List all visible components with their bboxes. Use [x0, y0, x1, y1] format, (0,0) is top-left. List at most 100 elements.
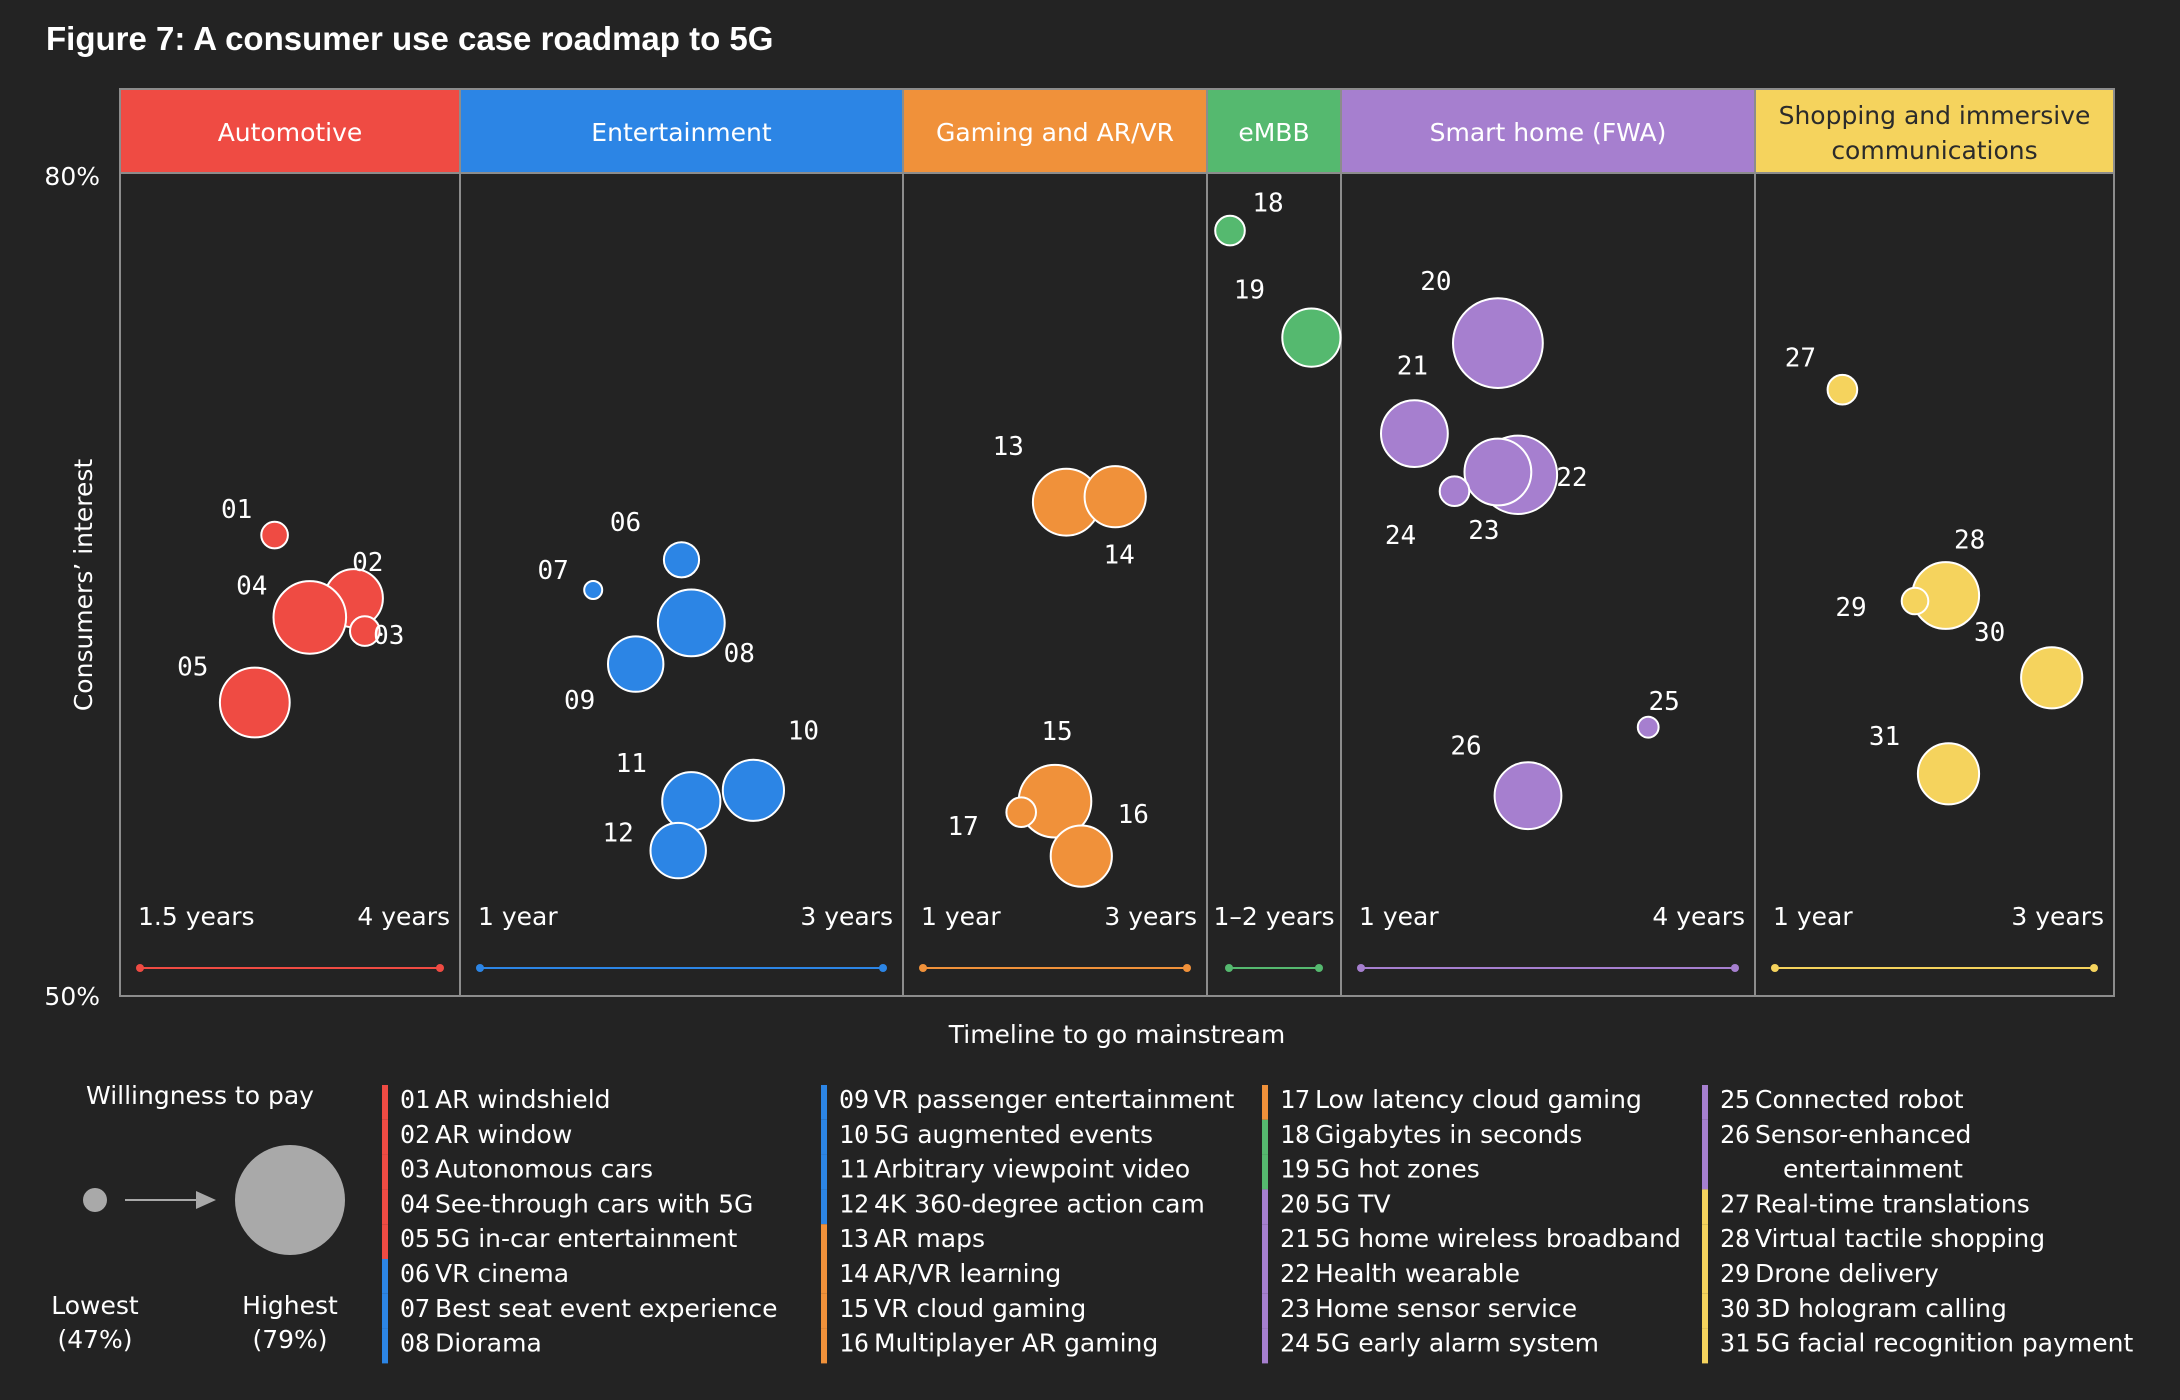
bubble-label-19: 19: [1234, 276, 1265, 306]
legend-item-20: 20 5G TV: [1280, 1189, 1391, 1218]
bubble-26: [1493, 761, 1563, 831]
legend-item-number: 16: [839, 1329, 869, 1358]
legend-item-number: 01: [400, 1085, 430, 1114]
legend-color-bar: [821, 1259, 827, 1294]
bubble-label-25: 25: [1649, 687, 1680, 717]
bubble-06: [662, 541, 701, 579]
bubble-label-30: 30: [1974, 618, 2005, 648]
category-header-label: Automotive: [218, 118, 363, 147]
legend-item-06: 06 VR cinema: [400, 1259, 569, 1288]
legend-item-label: Virtual tactile shopping: [1755, 1224, 2045, 1253]
legend-item-16: 16 Multiplayer AR gaming: [839, 1329, 1158, 1358]
legend-item-04: 04 See-through cars with 5G: [400, 1189, 753, 1218]
legend-item-label: Home sensor service: [1315, 1294, 1577, 1323]
legend-item-label: 3D hologram calling: [1755, 1294, 2007, 1323]
legend-item-label: Multiplayer AR gaming: [874, 1329, 1158, 1358]
y-axis-label: Consumers’ interest: [69, 459, 98, 712]
legend-item-label: Connected robot: [1755, 1085, 1964, 1114]
timeline-start-label: 1 year: [1359, 902, 1439, 931]
timeline-label: 1–2 years: [1213, 902, 1334, 931]
legend-item-label: 5G home wireless broadband: [1315, 1224, 1681, 1253]
category-panels: Automotive 1.5 years 4 years Entertainment 1…: [119, 88, 2115, 997]
legend-item-label: AR maps: [874, 1224, 985, 1253]
bubble-04: [272, 580, 348, 655]
legend-item-26: 26 Sensor-enhanced entertainment: [1720, 1120, 1971, 1184]
legend-item-number: 05: [400, 1224, 430, 1253]
legend-item-05: 05 5G in-car entertainment: [400, 1224, 738, 1253]
bubble-label-28: 28: [1954, 526, 1985, 556]
legend-color-bar: [821, 1224, 827, 1259]
legend-item-03: 03 Autonomous cars: [400, 1155, 653, 1184]
legend-item-19: 19 5G hot zones: [1280, 1155, 1480, 1184]
size-legend-title: Willingness to pay: [86, 1081, 314, 1110]
legend-color-bar: [1702, 1085, 1708, 1120]
legend-item-30: 30 3D hologram calling: [1720, 1294, 2007, 1323]
legend-item-31: 31 5G facial recognition payment: [1720, 1329, 2133, 1358]
category-header: [1207, 89, 1341, 173]
size-legend-arrowhead: [196, 1191, 216, 1209]
bubble-30: [2020, 646, 2084, 710]
legend-color-bar: [1262, 1328, 1268, 1364]
timeline-end-label: 4 years: [357, 902, 450, 931]
legend-color-bar: [821, 1328, 827, 1364]
bubble-10: [721, 758, 786, 822]
legend-item-label: AR window: [435, 1120, 572, 1149]
category-header-label: Shopping and immersive: [1779, 101, 2091, 130]
legend-item-number: 06: [400, 1259, 430, 1288]
timeline-start-label: 1 year: [921, 902, 1001, 931]
legend-color-bar: [1702, 1259, 1708, 1294]
legend-item-label: entertainment: [1783, 1155, 1963, 1184]
bubble-label-09: 09: [564, 686, 595, 716]
timeline-end-label: 4 years: [1652, 902, 1745, 931]
category-header: [903, 89, 1207, 173]
legend-color-bar: [382, 1119, 388, 1155]
legend-color-bar: [1262, 1154, 1268, 1190]
legend-item-11: 11 Arbitrary viewpoint video: [839, 1155, 1190, 1184]
category-header: [1755, 89, 2114, 173]
bubble-label-31: 31: [1869, 722, 1900, 752]
bubble-label-01: 01: [221, 495, 252, 525]
bubble-label-26: 26: [1450, 732, 1481, 762]
bubble-label-02: 02: [352, 548, 383, 578]
bubble-label-03: 03: [373, 621, 404, 651]
legend-item-label: Low latency cloud gaming: [1315, 1085, 1642, 1114]
category-header-label: Gaming and AR/VR: [936, 118, 1174, 147]
legend-item-label: 5G facial recognition payment: [1755, 1329, 2133, 1358]
legend-item-number: 20: [1280, 1189, 1310, 1218]
bubble-label-08: 08: [724, 639, 755, 669]
timeline-end-dot: [1183, 964, 1191, 972]
bubble-label-24: 24: [1385, 521, 1416, 551]
timeline-end-label: 3 years: [800, 902, 893, 931]
legend-item-label: 4K 360-degree action cam: [874, 1189, 1205, 1218]
bubbles: 01 02 03 04 05 06 07 08 09 10 11 12 13 14 15 16 17 18 19 20…: [177, 189, 2084, 888]
legend-item-label: VR passenger entertainment: [874, 1085, 1235, 1114]
bubble-label-13: 13: [993, 432, 1024, 462]
legend-item-28: 28 Virtual tactile shopping: [1720, 1224, 2045, 1253]
size-legend: Willingness to pay Lowest (47%) Highest …: [51, 1081, 345, 1354]
legend-item-label: Real-time translations: [1755, 1189, 2030, 1218]
bubble-label-21: 21: [1397, 352, 1428, 382]
legend-item-label: Gigabytes in seconds: [1315, 1120, 1582, 1149]
bubble-16: [1049, 824, 1113, 888]
legend-color-bar: [1702, 1119, 1708, 1190]
legend-color-bar: [382, 1328, 388, 1364]
bubble-24: [1438, 475, 1471, 508]
bubble-label-12: 12: [603, 819, 634, 849]
bubble-27: [1826, 373, 1859, 406]
timeline-start-dot: [1771, 964, 1779, 972]
category-header: [460, 89, 903, 173]
bubble-label-18: 18: [1252, 189, 1283, 219]
legend-item-label: 5G augmented events: [874, 1120, 1153, 1149]
legend-item-label: AR/VR learning: [874, 1259, 1061, 1288]
legend-item-number: 10: [839, 1120, 869, 1149]
legend-item-22: 22 Health wearable: [1280, 1259, 1520, 1288]
category-header-label: eMBB: [1238, 118, 1309, 147]
bubble-07: [583, 580, 604, 600]
legend-color-bar: [382, 1154, 388, 1190]
bubble-label-06: 06: [610, 508, 641, 538]
legend-item-07: 07 Best seat event experience: [400, 1294, 778, 1323]
legend-item-label: Sensor-enhanced: [1755, 1120, 1971, 1149]
legend-item-01: 01 AR windshield: [400, 1085, 611, 1114]
size-legend-small-circle: [83, 1188, 107, 1212]
bubble-14: [1083, 465, 1147, 529]
